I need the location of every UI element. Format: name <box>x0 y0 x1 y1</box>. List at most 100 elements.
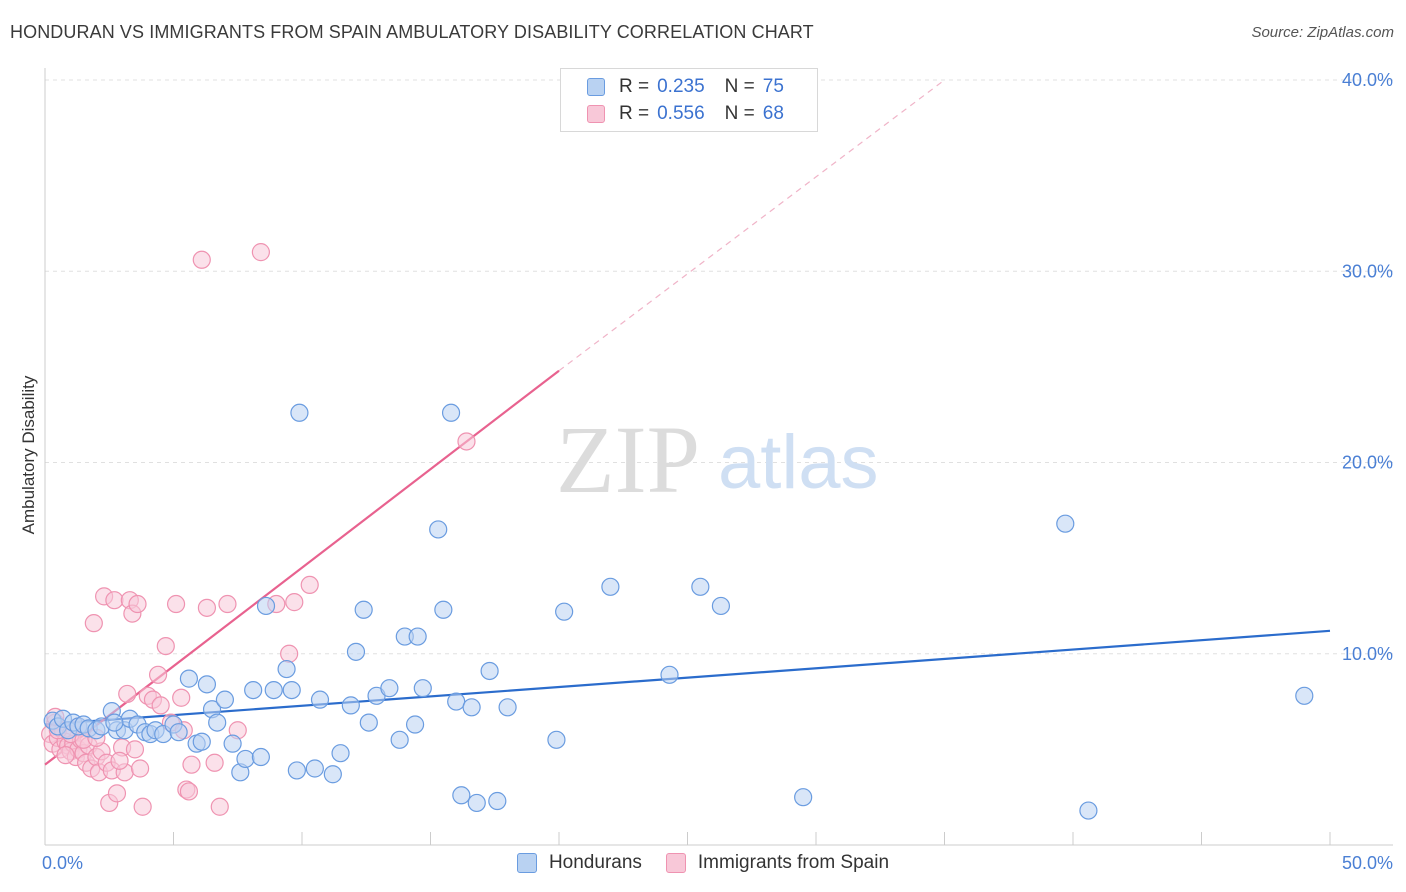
legend-n-label: N = <box>724 103 755 124</box>
legend-r-value: 0.235 <box>657 76 705 97</box>
data-point-hondurans <box>236 749 255 769</box>
data-point-spain <box>118 684 137 704</box>
data-point-spain <box>125 740 145 759</box>
data-point-spain <box>285 593 304 612</box>
data-point-hondurans <box>169 723 188 742</box>
bottom-legend-label: Immigrants from Spain <box>697 852 890 873</box>
data-point-spain <box>56 746 75 765</box>
data-point-hondurans <box>660 665 679 684</box>
data-point-spain <box>148 665 168 684</box>
chart-title: HONDURAN VS IMMIGRANTS FROM SPAIN AMBULA… <box>10 22 814 42</box>
data-point-hondurans <box>310 690 330 709</box>
data-point-hondurans <box>429 520 448 539</box>
data-point-spain <box>105 591 124 610</box>
data-point-hondurans <box>452 786 471 805</box>
data-point-spain <box>457 432 476 451</box>
bottom-legend-swatch-pink <box>665 853 686 873</box>
data-point-hondurans <box>601 577 620 596</box>
y-axis-label: Ambulatory Disability <box>19 375 38 534</box>
legend-n-value: 68 <box>762 103 784 124</box>
data-point-hondurans <box>691 577 710 596</box>
trend-line-spain-extension <box>558 79 945 372</box>
data-point-hondurans <box>208 713 227 732</box>
data-point-spain <box>133 797 152 816</box>
data-point-spain <box>107 784 127 803</box>
y-tick-label: 30.0% <box>1342 261 1393 281</box>
data-point-spain <box>205 753 224 772</box>
data-point-hondurans <box>305 759 324 778</box>
data-point-hondurans <box>547 730 566 749</box>
data-point-hondurans <box>1056 514 1075 533</box>
data-point-hondurans <box>244 680 263 700</box>
x-tick-label: 0.0% <box>42 853 83 873</box>
data-point-spain <box>192 250 211 269</box>
bottom-legend-swatch-blue <box>516 853 537 873</box>
legend-r-label: R = <box>619 76 650 97</box>
data-point-hondurans <box>287 761 306 780</box>
data-point-hondurans <box>192 732 211 751</box>
data-point-hondurans <box>105 713 124 732</box>
data-point-hondurans <box>290 403 309 422</box>
data-point-hondurans <box>441 403 461 422</box>
data-point-hondurans <box>1295 686 1314 705</box>
bottom-legend-hondurans: Hondurans <box>516 852 642 874</box>
data-point-hondurans <box>197 675 217 694</box>
legend-r-value: 0.556 <box>657 103 705 124</box>
y-tick-label: 40.0% <box>1342 70 1393 90</box>
axes <box>44 68 1393 846</box>
grid-lines <box>45 79 1393 655</box>
data-point-hondurans <box>413 679 432 698</box>
data-point-hondurans <box>467 793 486 813</box>
bottom-legend-label: Hondurans <box>548 852 642 873</box>
legend-row-hondurans: R = 0.235 N = 75 <box>587 75 784 99</box>
data-point-hondurans <box>447 692 466 711</box>
data-point-spain <box>251 243 270 262</box>
data-point-hondurans <box>488 791 507 811</box>
data-point-hondurans <box>405 715 425 734</box>
data-point-hondurans <box>179 669 199 688</box>
series-hondurans <box>43 403 1314 820</box>
x-tick-label: 50.0% <box>1342 853 1393 873</box>
data-point-hondurans <box>282 680 301 700</box>
data-point-hondurans <box>264 680 283 700</box>
data-point-hondurans <box>1079 801 1098 820</box>
data-point-spain <box>110 751 129 770</box>
data-point-spain <box>300 575 319 595</box>
data-point-hondurans <box>223 734 242 753</box>
data-point-spain <box>182 755 201 774</box>
data-point-hondurans <box>480 661 499 681</box>
bottom-legend: Hondurans Immigrants from Spain <box>0 852 1406 874</box>
data-point-spain <box>130 759 150 778</box>
data-point-spain <box>210 797 229 816</box>
data-point-hondurans <box>354 600 373 619</box>
data-point-spain <box>197 598 217 617</box>
data-point-hondurans <box>359 713 378 732</box>
source-label: Source: ZipAtlas.com <box>1251 24 1394 41</box>
legend-swatch-pink <box>587 105 605 123</box>
legend-n-label: N = <box>724 76 755 97</box>
data-point-spain <box>218 594 237 614</box>
data-point-hondurans <box>390 730 409 749</box>
legend: R = 0.235 N = 75 R = 0.556 N = 68 <box>560 68 818 132</box>
data-point-hondurans <box>251 747 270 767</box>
data-point-hondurans <box>346 642 366 661</box>
data-point-hondurans <box>331 744 350 763</box>
data-point-hondurans <box>794 788 813 807</box>
data-point-spain <box>172 688 191 707</box>
data-point-hondurans <box>498 698 517 717</box>
legend-r-label: R = <box>619 103 650 124</box>
data-point-hondurans <box>323 765 342 784</box>
tick-labels: 10.0% 20.0% 30.0% 40.0% 0.0% 50.0% <box>42 70 1393 873</box>
data-point-hondurans <box>380 679 399 698</box>
data-point-hondurans <box>341 696 360 715</box>
data-point-hondurans <box>256 596 276 616</box>
data-point-spain <box>128 594 147 614</box>
data-point-spain <box>166 594 186 614</box>
data-point-hondurans <box>434 600 453 619</box>
legend-n-value: 75 <box>762 76 784 97</box>
trend-line-hondurans <box>44 629 1331 726</box>
data-point-spain <box>156 636 175 656</box>
data-point-hondurans <box>555 602 574 621</box>
data-point-spain <box>280 644 299 663</box>
watermark-zip: ZIP <box>556 406 700 513</box>
